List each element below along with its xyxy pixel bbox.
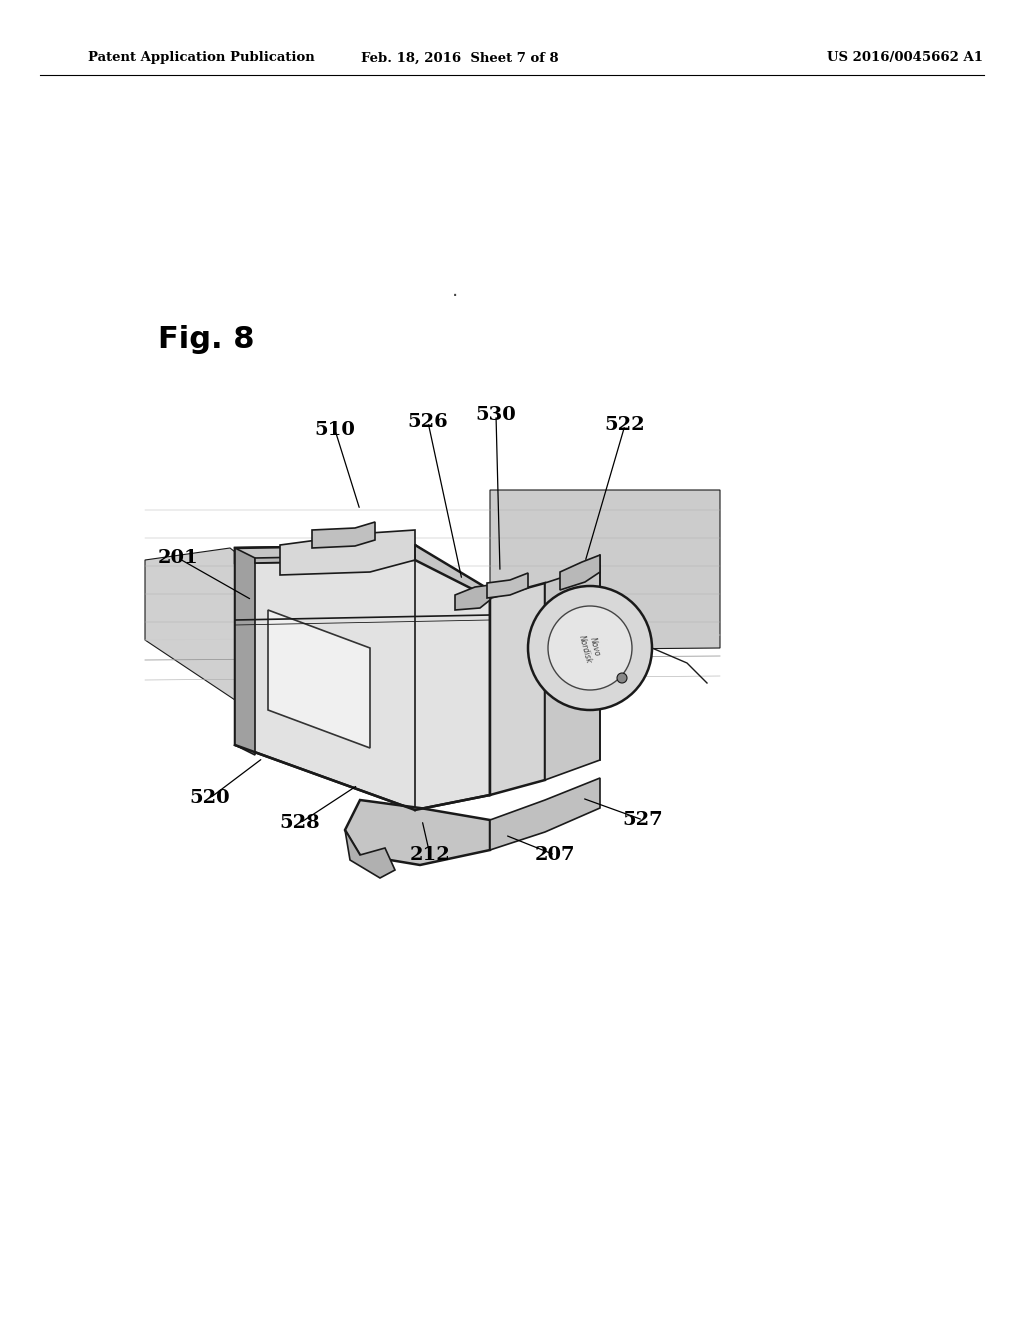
Circle shape — [548, 606, 632, 690]
Text: 527: 527 — [623, 810, 664, 829]
Polygon shape — [455, 585, 490, 610]
Polygon shape — [490, 490, 720, 649]
Text: 510: 510 — [314, 421, 355, 440]
Polygon shape — [268, 610, 370, 748]
Text: .: . — [452, 281, 458, 300]
Text: 522: 522 — [605, 416, 645, 434]
Text: 201: 201 — [158, 549, 199, 568]
Polygon shape — [487, 573, 528, 598]
Text: US 2016/0045662 A1: US 2016/0045662 A1 — [827, 51, 983, 65]
Text: Fig. 8: Fig. 8 — [158, 325, 255, 354]
Polygon shape — [490, 777, 600, 850]
Polygon shape — [545, 565, 600, 780]
Text: Patent Application Publication: Patent Application Publication — [88, 51, 314, 65]
Text: Novo
Nordisk: Novo Nordisk — [577, 631, 603, 664]
Text: 528: 528 — [280, 814, 321, 832]
Polygon shape — [234, 545, 490, 598]
Text: 520: 520 — [189, 789, 230, 807]
Polygon shape — [145, 548, 310, 700]
Text: Feb. 18, 2016  Sheet 7 of 8: Feb. 18, 2016 Sheet 7 of 8 — [361, 51, 559, 65]
Polygon shape — [255, 554, 415, 564]
Polygon shape — [345, 830, 395, 878]
Polygon shape — [312, 521, 375, 548]
Text: 212: 212 — [410, 846, 451, 865]
Polygon shape — [280, 531, 415, 576]
Polygon shape — [234, 545, 490, 810]
Polygon shape — [234, 548, 255, 755]
Text: 207: 207 — [535, 846, 575, 865]
Polygon shape — [345, 800, 490, 865]
Polygon shape — [490, 583, 545, 795]
Circle shape — [528, 586, 652, 710]
Circle shape — [617, 673, 627, 682]
Text: 530: 530 — [475, 407, 516, 424]
Polygon shape — [560, 554, 600, 590]
Text: 526: 526 — [408, 413, 449, 432]
